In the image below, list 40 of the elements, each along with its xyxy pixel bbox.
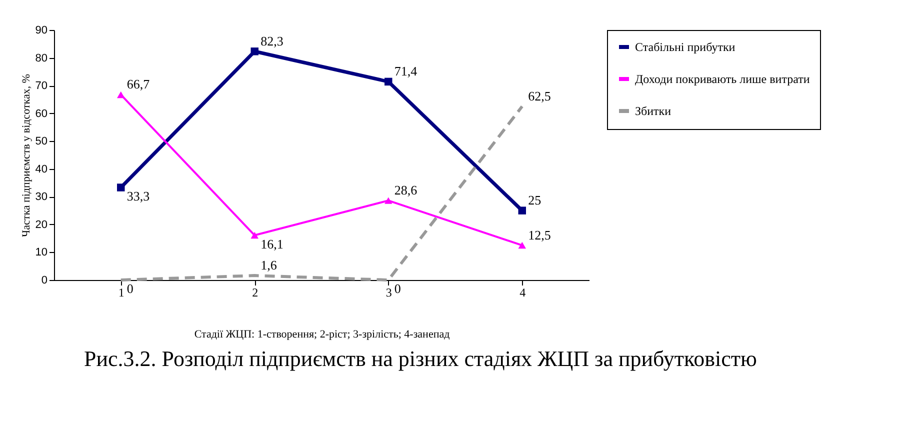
y-tick-label: 0 <box>41 274 48 286</box>
point <box>518 206 526 214</box>
data-label: 25 <box>528 192 542 208</box>
legend-label: Збитки <box>635 104 672 118</box>
x-axis-title: Стадії ЖЦП: 1-створення; 2-ріст; 3-зрілість; 4-занепад <box>194 328 450 340</box>
point <box>250 48 258 56</box>
data-label: 33,3 <box>126 188 150 204</box>
data-label: 0 <box>394 281 401 296</box>
point <box>117 91 125 98</box>
x-tick-label: 3 <box>386 286 392 300</box>
y-tick-label: 10 <box>35 246 48 259</box>
data-label: 1,6 <box>260 258 278 273</box>
legend-label: Доходи покривають лише витрати <box>635 72 810 86</box>
legend-label: Стабільні прибутки <box>635 40 736 54</box>
y-tick-label: 20 <box>35 218 48 231</box>
data-label: 66,7 <box>126 76 150 92</box>
point <box>384 78 392 86</box>
point <box>384 197 392 204</box>
y-tick-label: 50 <box>35 136 48 148</box>
y-tick-label: 60 <box>35 108 48 120</box>
data-label: 28,6 <box>394 182 418 198</box>
data-label: 82,3 <box>260 33 284 48</box>
text: Рис.3.2. Розподіл підприємств на різних стадіях ЖЦП за прибутковістю <box>84 345 758 373</box>
data-label: 71,4 <box>394 64 418 79</box>
data-label: 0 <box>126 281 134 296</box>
y-tick-label: 40 <box>35 163 48 176</box>
y-tick-label: 80 <box>35 52 48 64</box>
y-tick-label: 30 <box>35 191 48 204</box>
x-tick-label: 1 <box>118 286 124 300</box>
y-tick-label: 90 <box>35 24 48 36</box>
x-tick-label: 2 <box>252 286 258 300</box>
data-label: 12,5 <box>528 227 551 242</box>
point <box>250 232 258 239</box>
point <box>117 184 125 192</box>
y-axis-title: Частка підприємств у відсотках, % <box>20 74 32 238</box>
x-tick-label: 4 <box>520 286 526 300</box>
point <box>518 242 526 249</box>
data-label: 62,5 <box>528 88 551 104</box>
y-tick-label: 70 <box>35 80 48 92</box>
data-label: 16,1 <box>260 236 284 252</box>
